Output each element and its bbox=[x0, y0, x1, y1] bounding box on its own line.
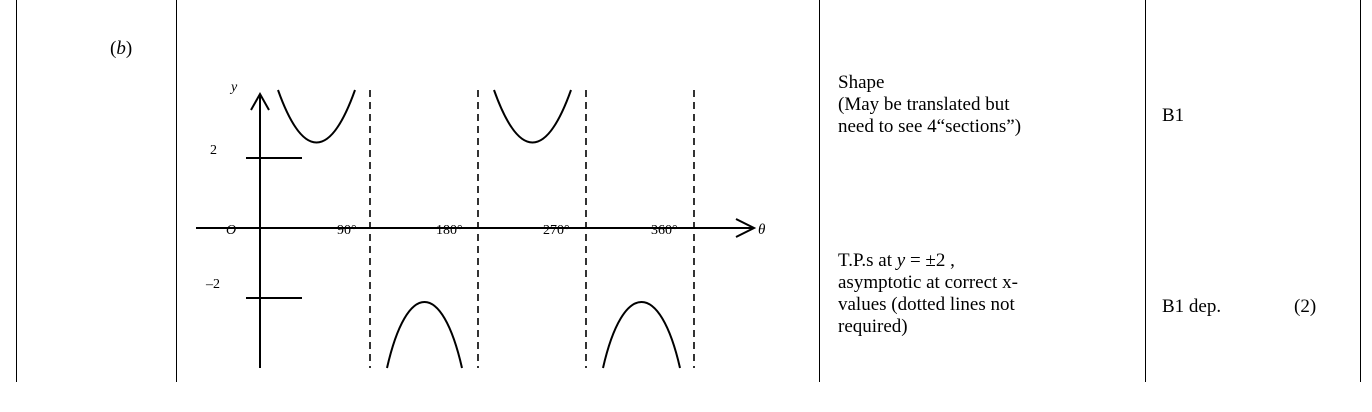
curve-section-2 bbox=[386, 301, 463, 369]
y-axis-arrowhead bbox=[250, 91, 270, 111]
table-right-border bbox=[1360, 0, 1361, 382]
x-tick-label-360: 360° bbox=[651, 223, 678, 238]
sketch-graph: y θ O 2 –2 90° 180° 270° 360° bbox=[196, 80, 766, 369]
mark-b1-dep: B1 dep. bbox=[1162, 296, 1222, 317]
x-axis-label: θ bbox=[758, 222, 766, 238]
part-label: (b) bbox=[110, 38, 133, 59]
curve-section-4 bbox=[602, 301, 681, 369]
shape-note-line-3: need to see 4“sections”) bbox=[838, 116, 1022, 137]
curve-section-1 bbox=[277, 89, 356, 144]
shape-note-line-1: Shape bbox=[838, 72, 885, 93]
turning-points-note-line-4: required) bbox=[838, 316, 908, 337]
y-tick-pos-label: 2 bbox=[210, 143, 217, 158]
table-left-border bbox=[16, 0, 17, 382]
turning-points-note: T.P.s at y = ±2 , asymptotic at correct … bbox=[838, 250, 1018, 338]
turning-points-note-line-1: T.P.s at y = ±2 , bbox=[838, 250, 955, 271]
curve-section-3 bbox=[493, 89, 572, 144]
y-tick-neg-label: –2 bbox=[205, 277, 220, 292]
x-tick-label-180: 180° bbox=[436, 223, 463, 238]
mark-b1: B1 bbox=[1162, 105, 1185, 126]
scheme-column-divider bbox=[819, 0, 820, 382]
mark-total: (2) bbox=[1294, 296, 1317, 317]
turning-points-note-line-3: values (dotted lines not bbox=[838, 294, 1015, 315]
part-column-divider bbox=[176, 0, 177, 382]
x-tick-label-270: 270° bbox=[543, 223, 570, 238]
turning-points-note-line-2: asymptotic at correct x- bbox=[838, 272, 1018, 293]
x-axis-arrowhead bbox=[735, 218, 757, 238]
shape-note: Shape (May be translated but need to see… bbox=[838, 72, 1021, 138]
y-axis-label: y bbox=[229, 80, 238, 95]
shape-note-line-2: (May be translated but bbox=[838, 94, 1010, 115]
marks-column-divider bbox=[1145, 0, 1146, 382]
x-tick-label-90: 90° bbox=[337, 223, 357, 238]
origin-label: O bbox=[226, 223, 236, 238]
